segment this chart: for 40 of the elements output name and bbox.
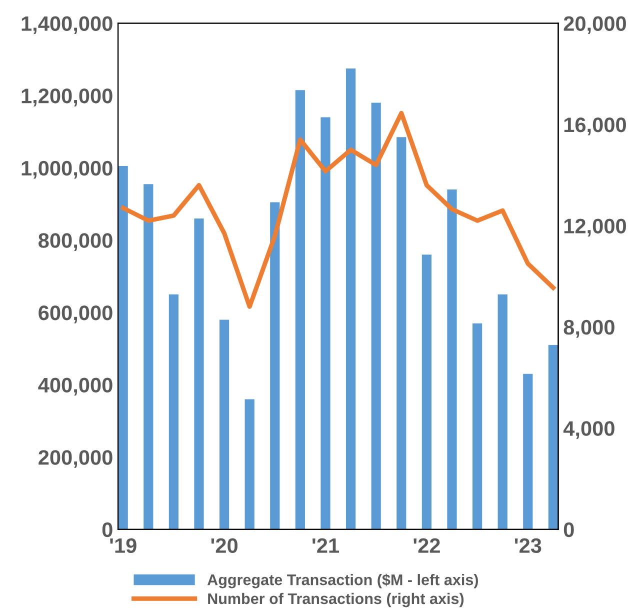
y2-tick-label: 16,000 xyxy=(564,117,626,136)
bar xyxy=(244,399,254,530)
bar xyxy=(295,90,305,530)
bar xyxy=(219,320,230,530)
bar xyxy=(371,102,381,530)
x-tick-label: '21 xyxy=(312,538,339,553)
y-tick-label: 1,000,000 xyxy=(22,160,112,179)
legend-label: Aggregate Transaction ($M - left axis) xyxy=(207,574,478,588)
bar xyxy=(498,294,508,530)
y-tick-label: 400,000 xyxy=(38,378,112,396)
bar xyxy=(396,137,406,530)
bar xyxy=(346,68,356,530)
bar xyxy=(548,345,558,530)
x-tick-label: '20 xyxy=(211,538,238,554)
y2-tick-label: 12,000 xyxy=(564,218,626,236)
y-tick-label: 800,000 xyxy=(38,233,112,251)
x-tick-label: '22 xyxy=(414,538,440,553)
y2-tick-label: 0 xyxy=(564,522,574,538)
y-tick-label: 1,200,000 xyxy=(22,88,112,106)
bar xyxy=(472,323,482,530)
legend-label: Number of Transactions (right axis) xyxy=(208,592,464,608)
bar xyxy=(447,190,457,530)
x-tick-label: '23 xyxy=(514,538,542,554)
y2-tick-label: 4,000 xyxy=(563,421,614,439)
bar xyxy=(168,294,178,530)
line-series xyxy=(120,110,556,309)
y-tick-label: 0 xyxy=(102,522,112,538)
x-tick-label: '19 xyxy=(110,538,136,554)
bar xyxy=(118,166,128,530)
y-tick-label: 200,000 xyxy=(38,450,112,468)
bar xyxy=(523,374,533,530)
y-tick-label: 1,400,000 xyxy=(22,16,112,34)
y2-tick-label: 20,000 xyxy=(564,16,626,34)
y-tick-label: 600,000 xyxy=(38,305,112,324)
bar xyxy=(144,184,154,530)
bar xyxy=(194,218,204,530)
bar xyxy=(270,202,280,530)
y2-tick-label: 8,000 xyxy=(564,320,614,338)
bar xyxy=(422,254,432,530)
bar xyxy=(320,117,330,530)
